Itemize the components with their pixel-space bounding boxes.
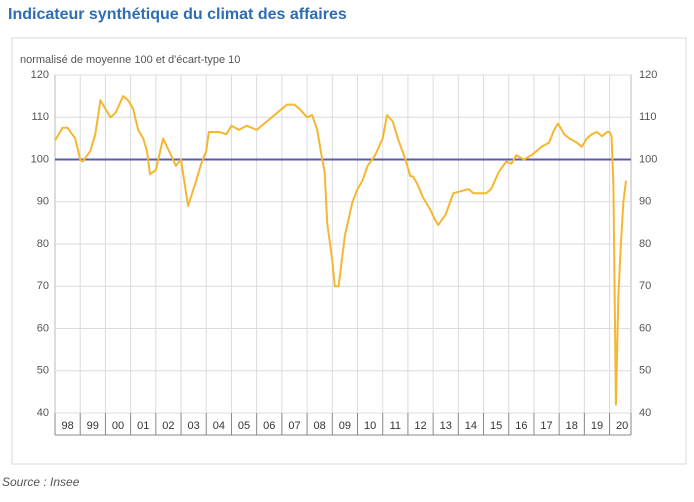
- y-tick-label: 50: [37, 365, 49, 377]
- x-tick-label: 09: [339, 420, 351, 432]
- y-tick-label: 100: [31, 153, 49, 165]
- x-tick-label: 14: [465, 420, 477, 432]
- y2-tick-label: 100: [639, 153, 657, 165]
- x-tick-label: 04: [213, 420, 225, 432]
- x-tick-label: 07: [288, 420, 300, 432]
- y-tick-label: 120: [31, 69, 49, 81]
- subtitle: normalisé de moyenne 100 et d'écart-type…: [20, 54, 240, 66]
- x-tick-label: 12: [414, 420, 426, 432]
- x-tick-label: 06: [263, 420, 275, 432]
- y2-tick-label: 120: [639, 69, 657, 81]
- x-tick-label: 10: [364, 420, 376, 432]
- x-tick-label: 02: [162, 420, 174, 432]
- y-tick-label: 60: [37, 322, 49, 334]
- data-line: [54, 95, 627, 406]
- x-tick-label: 13: [440, 420, 452, 432]
- y-tick-label: 90: [37, 196, 49, 208]
- x-tick-label: 98: [61, 420, 73, 432]
- y-tick-label: 110: [31, 111, 49, 123]
- y2-tick-label: 40: [639, 407, 651, 419]
- y2-tick-label: 60: [639, 322, 651, 334]
- y2-tick-label: 50: [639, 365, 651, 377]
- x-tick-label: 08: [314, 420, 326, 432]
- y-tick-label: 40: [37, 407, 49, 419]
- x-tick-label: 03: [188, 420, 200, 432]
- y2-tick-label: 90: [639, 196, 651, 208]
- x-tick-label: 05: [238, 420, 250, 432]
- x-tick-label: 18: [566, 420, 578, 432]
- y2-tick-label: 70: [639, 280, 651, 292]
- y-tick-label: 70: [37, 280, 49, 292]
- x-tick-label: 11: [390, 420, 401, 432]
- chart-title: Indicateur synthétique du climat des aff…: [8, 6, 347, 23]
- y2-tick-label: 80: [639, 238, 651, 250]
- x-tick-label: 20: [616, 420, 628, 432]
- x-tick-label: 99: [87, 420, 99, 432]
- x-tick-label: 15: [490, 420, 502, 432]
- y-tick-label: 80: [37, 238, 49, 250]
- x-tick-label: 01: [137, 420, 149, 432]
- y2-tick-label: 110: [639, 111, 657, 123]
- x-tick-label: 16: [515, 420, 527, 432]
- x-tick-label: 17: [540, 420, 552, 432]
- x-tick-label: 19: [591, 420, 603, 432]
- source: Source : Insee: [2, 475, 80, 489]
- x-tick-label: 00: [112, 420, 124, 432]
